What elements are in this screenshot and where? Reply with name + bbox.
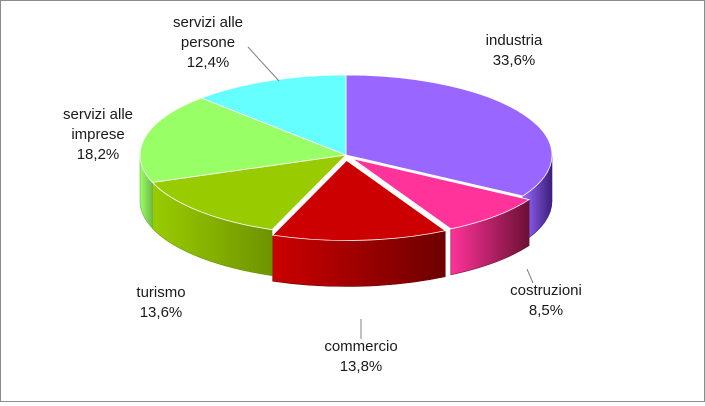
data-label-5: servizi alle persone 12,4%	[173, 14, 243, 71]
data-label-0: industria 33,6%	[486, 32, 543, 69]
data-label-4: servizi alle imprese 18,2%	[63, 106, 133, 163]
pie-slice-3	[151, 154, 348, 231]
pie-slice-0	[345, 74, 553, 197]
leader-line-1	[526, 268, 534, 284]
data-label-3: turismo 13,6%	[136, 284, 185, 321]
pie-slice-1	[352, 158, 531, 230]
pie-slice-2	[271, 159, 447, 241]
data-label-1: costruzioni 8,5%	[510, 282, 582, 319]
leader-line-5	[247, 46, 280, 82]
pie-slice-4	[139, 97, 348, 183]
pie-slice-5	[200, 74, 347, 156]
data-label-2: commercio 13,8%	[324, 338, 397, 375]
